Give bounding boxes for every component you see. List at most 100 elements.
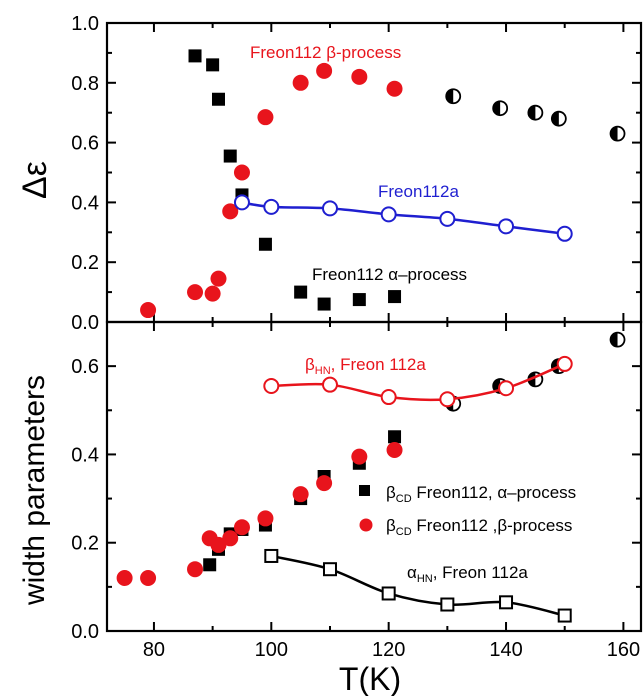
data-point-square xyxy=(388,430,402,444)
data-point-square xyxy=(352,293,366,307)
alpha-hn-subscript: HN xyxy=(417,573,433,585)
legend-alpha-subscript: CD xyxy=(396,493,412,505)
data-point-open-square xyxy=(322,562,337,577)
y-tick-label: 0.8 xyxy=(71,73,99,95)
annotation-freon112-beta: Freon112 β-process xyxy=(250,43,401,62)
data-point-circle xyxy=(210,270,227,287)
y-tick-label: 0.2 xyxy=(71,533,99,555)
top-panel: 0.0 0.2 0.4 0.6 0.8 1.0 xyxy=(71,13,643,334)
y-tick-label: 0.0 xyxy=(71,312,99,334)
y-tick-label: 0.6 xyxy=(71,133,99,155)
data-point-open-square xyxy=(381,586,396,601)
legend-entry-alpha: βCD Freon112, α–process xyxy=(386,483,576,505)
series-line xyxy=(241,201,565,236)
legend-beta-subscript: CD xyxy=(396,526,412,538)
data-point-circle xyxy=(187,284,204,301)
data-point-square xyxy=(317,297,331,311)
data-point-circle xyxy=(140,570,157,587)
data-point-open-circle xyxy=(263,378,280,395)
data-point-circle xyxy=(222,530,239,547)
data-point-open-circle xyxy=(439,210,456,227)
annotation-alpha-hn: αHN, Freon 112a xyxy=(407,563,528,585)
data-point-circle xyxy=(386,442,403,459)
y-tick-label: 0.4 xyxy=(71,444,99,466)
annotation-freon112-alpha: Freon112 α–process xyxy=(312,265,467,284)
data-point-circle xyxy=(233,164,250,181)
data-point-open-circle xyxy=(380,389,397,406)
beta-hn-symbol: β xyxy=(305,355,315,374)
legend-entry-beta: βCD Freon112 ,β-process xyxy=(386,516,572,538)
data-point-half-fill xyxy=(446,89,454,104)
data-point-circle xyxy=(257,510,274,527)
y-tick-label: 0.4 xyxy=(71,192,99,214)
legend-beta-rest: Freon112 ,β-process xyxy=(412,516,573,535)
x-axis-title: T(K) xyxy=(339,661,401,696)
data-point-open-circle xyxy=(556,225,573,242)
data-point-open-circle xyxy=(233,194,250,211)
data-point-open-circle xyxy=(439,391,456,408)
y-tick-label: 1.0 xyxy=(71,13,99,35)
data-point-square xyxy=(211,92,225,106)
bottom-y-axis-title: width parameters xyxy=(18,375,51,606)
data-point-circle xyxy=(204,285,221,302)
data-point-half-fill xyxy=(493,101,501,116)
data-point-circle xyxy=(316,475,333,492)
data-point-circle xyxy=(140,302,157,319)
data-point-square xyxy=(294,285,308,299)
data-point-open-circle xyxy=(380,206,397,223)
y-tick-label: 0.2 xyxy=(71,252,99,274)
data-point-circle xyxy=(292,74,309,91)
alpha-hn-rest: , Freon 112a xyxy=(433,563,529,582)
bottom-panel: 0.0 0.2 0.4 0.6 80 100 120 140 160 xyxy=(71,320,643,661)
x-tick-label: 140 xyxy=(489,639,522,661)
data-point-open-circle xyxy=(321,200,338,217)
alpha-hn-symbol: α xyxy=(407,563,417,582)
data-point-circle xyxy=(316,62,333,79)
data-point-open-circle xyxy=(498,380,515,397)
data-point-square xyxy=(258,237,272,251)
data-point-circle xyxy=(386,80,403,97)
legend: βCD Freon112, α–process βCD Freon112 ,β-… xyxy=(359,483,576,538)
data-point-square xyxy=(206,58,220,72)
data-point-square xyxy=(203,558,217,572)
y-tick-label: 0.6 xyxy=(71,356,99,378)
data-point-open-circle xyxy=(556,355,573,372)
legend-alpha-symbol: β xyxy=(386,483,396,502)
data-point-circle xyxy=(351,68,368,85)
legend-square-marker xyxy=(359,485,370,496)
annotation-beta-hn: βHN, Freon 112a xyxy=(305,355,426,377)
top-y-axis-title: Δε xyxy=(16,161,54,199)
beta-hn-subscript: HN xyxy=(315,365,331,377)
data-point-circle xyxy=(257,109,274,126)
data-point-circle xyxy=(292,486,309,503)
data-point-open-square xyxy=(440,597,455,612)
data-point-open-square xyxy=(264,548,279,563)
legend-alpha-rest: Freon112, α–process xyxy=(412,483,577,502)
plot-frame-bottom-panel xyxy=(105,320,643,633)
data-point-open-circle xyxy=(263,198,280,215)
data-point-circle xyxy=(222,203,239,220)
data-point-open-circle xyxy=(321,376,338,393)
data-point-circle xyxy=(233,519,250,536)
data-point-open-square xyxy=(557,608,572,623)
x-tick-label: 120 xyxy=(372,639,405,661)
data-point-circle xyxy=(210,536,227,553)
data-point-open-circle xyxy=(498,218,515,235)
x-tick-label: 160 xyxy=(607,639,640,661)
annotation-freon112a: Freon112a xyxy=(378,182,460,201)
data-point-circle xyxy=(187,561,204,578)
data-point-half-fill xyxy=(610,126,618,141)
data-point-square xyxy=(188,49,202,63)
data-point-circle xyxy=(116,570,133,587)
y-tick-label: 0.0 xyxy=(71,621,99,643)
data-point-square xyxy=(223,149,237,163)
data-point-open-square xyxy=(499,595,514,610)
x-tick-label: 100 xyxy=(255,639,288,661)
data-point-circle xyxy=(351,448,368,465)
legend-beta-symbol: β xyxy=(386,516,396,535)
data-point-half-fill xyxy=(528,105,536,120)
legend-circle-marker xyxy=(359,518,373,532)
x-tick-label: 80 xyxy=(143,639,165,661)
data-point-half-fill xyxy=(610,332,618,347)
